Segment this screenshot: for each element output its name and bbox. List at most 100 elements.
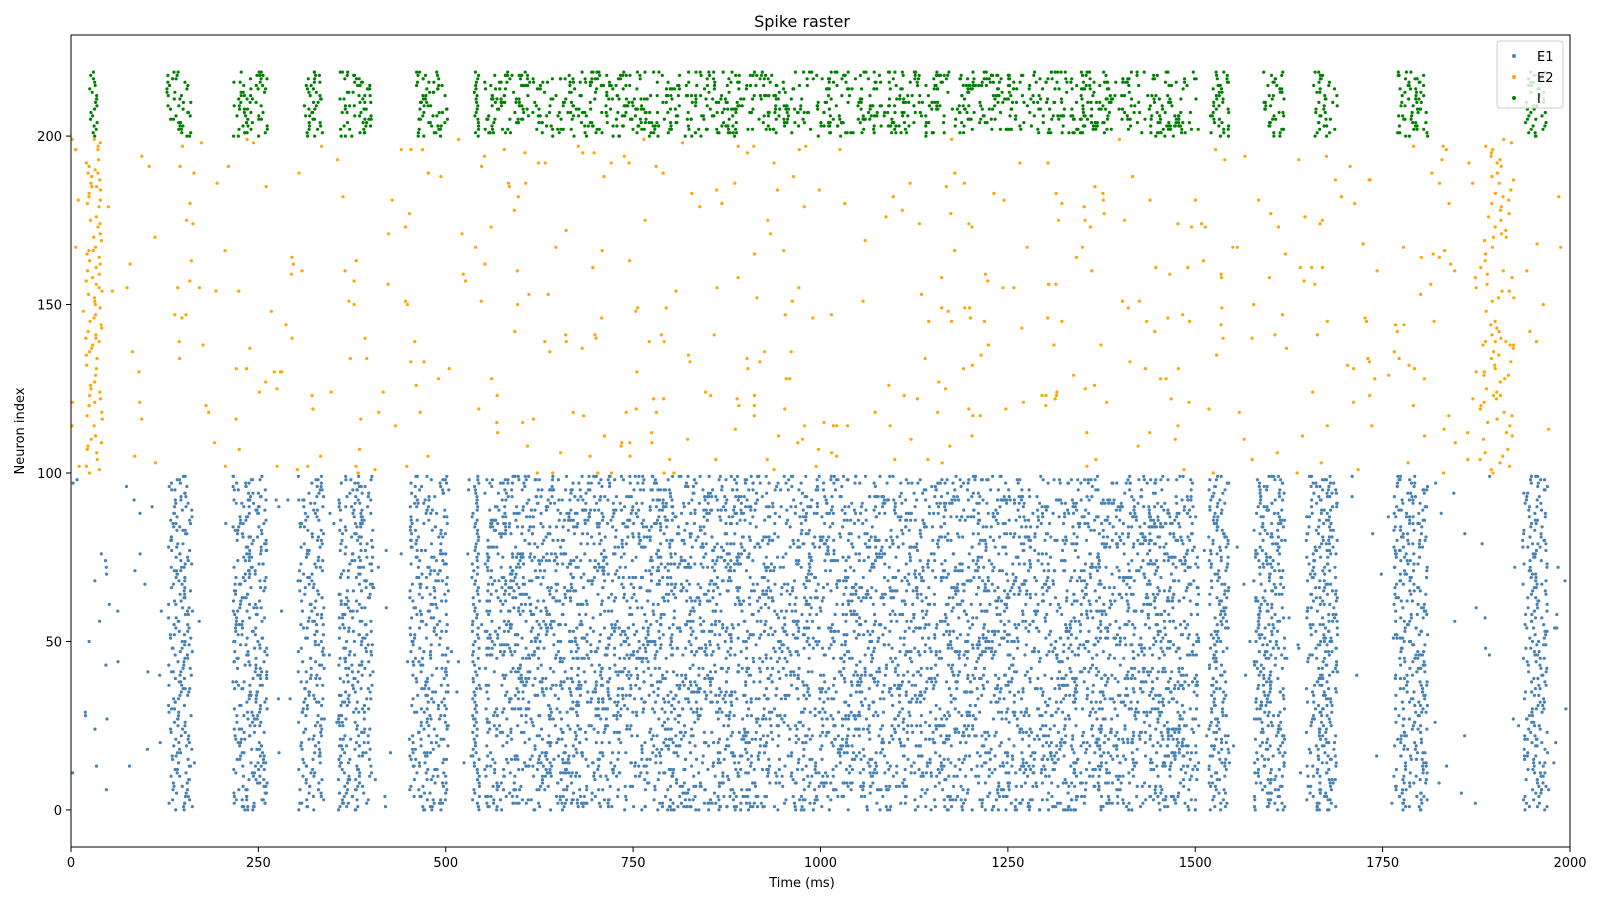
- spike-e1: [1026, 801, 1030, 805]
- spike-e1: [535, 646, 540, 650]
- spike-e1: [304, 518, 308, 522]
- spike-e1: [999, 687, 1003, 691]
- spike-e1: [986, 629, 990, 634]
- spike-e1: [612, 599, 616, 603]
- spike-e1: [1127, 808, 1131, 812]
- spike-e1: [177, 579, 181, 583]
- spike-e1: [357, 582, 361, 586]
- spike-e1: [1065, 589, 1069, 593]
- spike-e1: [1049, 629, 1053, 634]
- spike-e1: [556, 650, 561, 654]
- spike-e1: [1072, 693, 1076, 698]
- spike-e1: [1080, 589, 1084, 593]
- spike-e1: [978, 710, 982, 714]
- spike-e1: [1195, 778, 1199, 782]
- spike-e1: [574, 734, 579, 738]
- spike-e1: [615, 730, 619, 735]
- spike-e1: [1122, 754, 1126, 758]
- spike-e1: [925, 666, 929, 671]
- spike-e1: [1113, 656, 1117, 660]
- spike-e1: [716, 717, 720, 721]
- spike-e1: [1027, 629, 1031, 634]
- spike-e1: [576, 805, 580, 809]
- spike-e1: [473, 693, 477, 698]
- spike-e1: [1096, 626, 1100, 630]
- spike-e1: [313, 744, 318, 748]
- spike-e1: [631, 623, 636, 627]
- spike-e1: [988, 757, 992, 762]
- spike-e1: [585, 602, 589, 607]
- spike-e1: [610, 623, 614, 627]
- spike-e1: [176, 660, 180, 664]
- spike-e1: [984, 646, 988, 650]
- spike-e1: [249, 761, 253, 765]
- spike-e1: [987, 767, 992, 772]
- spike-e1: [307, 737, 311, 741]
- spike-e1: [551, 717, 555, 721]
- spike-e1: [257, 741, 261, 745]
- spike-e1: [1034, 592, 1038, 596]
- spike-e1: [1028, 798, 1032, 802]
- spike-e1: [240, 626, 245, 630]
- spike-e1: [986, 794, 990, 799]
- spike-e1: [924, 612, 928, 617]
- spike-e1: [438, 481, 442, 485]
- spike-e1: [1125, 805, 1129, 809]
- spike-e1: [1036, 602, 1040, 607]
- spike-e1: [845, 650, 850, 654]
- y-axis-label: Neuron index: [13, 387, 28, 474]
- spike-e1: [790, 589, 795, 593]
- spike-e1: [681, 680, 685, 684]
- spike-e1: [351, 616, 355, 620]
- spike-e1: [882, 754, 887, 758]
- spike-e1: [625, 653, 629, 657]
- spike-e1: [1072, 751, 1076, 755]
- spike-e1: [746, 757, 750, 762]
- spike-e1: [608, 697, 612, 701]
- spike-e1: [409, 650, 413, 654]
- spike-e1: [907, 680, 911, 684]
- spike-e1: [409, 562, 413, 566]
- spike-e1: [344, 545, 348, 549]
- spike-e1: [865, 808, 870, 812]
- spike-e1: [1156, 741, 1160, 745]
- spike-e1: [1166, 805, 1170, 809]
- spike-e1: [347, 774, 351, 778]
- spike-e1: [173, 700, 177, 704]
- spike-e1: [745, 714, 749, 718]
- spike-e1: [894, 784, 899, 789]
- spike-e1: [542, 619, 546, 623]
- spike-e1: [316, 478, 320, 482]
- spike-e1: [1115, 714, 1120, 718]
- spike-e1: [246, 808, 250, 812]
- spike-e1: [297, 498, 301, 502]
- spike-e1: [1073, 653, 1077, 657]
- spike-e1: [316, 535, 320, 539]
- spike-e1: [842, 592, 846, 596]
- spike-e1: [315, 484, 319, 489]
- spike-e1: [508, 646, 512, 650]
- spike-e1: [769, 724, 773, 728]
- spike-e1: [1002, 623, 1007, 627]
- spike-e1: [881, 794, 885, 799]
- spike-e1: [946, 808, 950, 812]
- spike-e1: [527, 700, 531, 704]
- spike-e1: [513, 693, 517, 698]
- spike-e1: [368, 673, 372, 677]
- spike-e1: [301, 626, 306, 630]
- spike-e1: [678, 714, 682, 718]
- spike-e1: [258, 724, 262, 728]
- spike-e1: [694, 700, 698, 704]
- spike-e1: [931, 687, 935, 691]
- spike-e1: [646, 633, 650, 637]
- spike-e1: [898, 650, 902, 654]
- spike-e1: [847, 599, 851, 603]
- spike-e1: [490, 646, 494, 650]
- spike-e1: [903, 602, 908, 607]
- spike-e1: [424, 636, 429, 640]
- spike-e1: [1110, 781, 1115, 785]
- spike-e1: [1073, 687, 1078, 691]
- spike-e1: [322, 717, 326, 721]
- spike-e1: [863, 653, 867, 657]
- spike-e1: [985, 589, 989, 593]
